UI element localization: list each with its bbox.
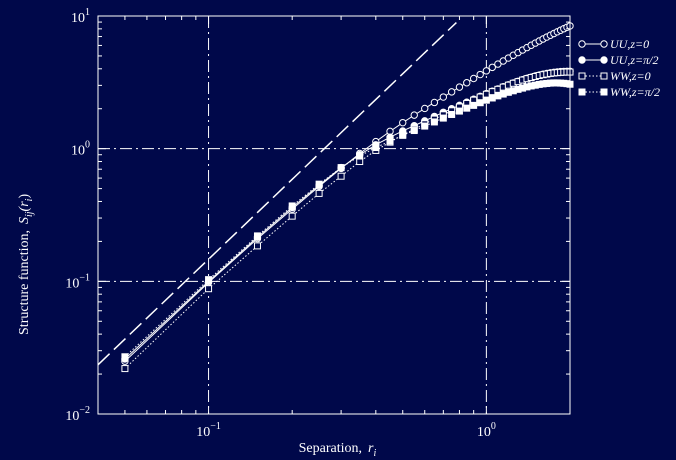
legend-marker-left — [578, 56, 586, 64]
data-point — [399, 118, 407, 127]
data-point — [421, 122, 429, 130]
data-point — [121, 365, 129, 373]
data-point — [337, 172, 345, 180]
legend-label: WW,z=π/2 — [610, 85, 660, 99]
data-point — [372, 144, 380, 152]
data-point — [410, 127, 418, 135]
data-point — [356, 152, 364, 160]
legend-marker-left — [578, 88, 586, 96]
legend-marker-right — [600, 56, 608, 64]
y-axis-label: Structure function, — [17, 230, 32, 335]
data-point — [421, 104, 429, 113]
data-point — [121, 353, 129, 361]
data-point — [315, 189, 323, 197]
legend-item: WW,z=π/2 — [578, 85, 660, 99]
data-point — [488, 88, 496, 96]
data-point — [337, 164, 345, 172]
x-axis-label-variable: ri — [368, 441, 376, 459]
data-point — [482, 96, 490, 104]
data-point — [430, 98, 439, 107]
data-point — [430, 118, 438, 126]
legend: UU,z=0 UU,z=π/2 WW,z=0 WW,z=π/2 — [578, 37, 660, 99]
data-point — [476, 70, 484, 79]
data-point — [494, 60, 502, 68]
data-point — [455, 83, 464, 91]
legend-label: UU,z=0 — [610, 37, 649, 51]
y-tick-label: 10−2 — [65, 405, 90, 424]
x-tick-label: 100 — [477, 421, 496, 440]
reference-dashed-line — [97, 21, 457, 366]
y-tick-label: 101 — [71, 7, 90, 26]
data-point — [476, 99, 484, 107]
data-point — [447, 88, 456, 96]
data-point — [455, 107, 463, 115]
x-tick-label: 10−1 — [196, 421, 221, 440]
data-point — [386, 137, 394, 145]
series-group — [121, 22, 574, 373]
legend-marker-left — [578, 72, 586, 80]
axis-ticks — [97, 15, 571, 415]
legend-marker-right — [600, 72, 608, 80]
data-point — [288, 202, 296, 210]
data-point — [288, 212, 296, 220]
y-axis-label-variable: Sij(ri) — [17, 194, 35, 224]
data-point — [463, 104, 471, 112]
data-point — [205, 276, 213, 284]
grid-lines — [98, 16, 570, 414]
data-point — [482, 90, 490, 98]
reference-line — [97, 21, 457, 366]
legend-label: UU,z=π/2 — [610, 53, 658, 67]
tick-labels: 10−1 100 10−2 10−1 100 101 — [65, 7, 496, 440]
legend-marker-left — [578, 40, 586, 48]
legend-item: WW,z=0 — [578, 69, 651, 83]
x-axis-label-subscript: i — [373, 448, 376, 459]
legend-item: UU,z=π/2 — [578, 53, 658, 67]
data-point — [439, 93, 448, 101]
data-point — [253, 232, 261, 240]
data-point — [399, 131, 407, 139]
legend-marker-right — [600, 88, 608, 96]
data-point — [205, 285, 213, 293]
y-tick-label: 100 — [71, 140, 90, 159]
legend-label: WW,z=0 — [610, 69, 651, 83]
data-point — [482, 67, 491, 75]
data-point — [488, 63, 496, 72]
data-point — [410, 111, 418, 119]
legend-marker-right — [600, 40, 608, 48]
plot-frame — [97, 15, 571, 415]
x-axis-label: Separation, — [299, 441, 362, 456]
y-axis-label-group: Structure function, Sij(ri) — [17, 194, 35, 335]
data-point — [439, 114, 447, 122]
data-point — [470, 101, 478, 109]
data-point — [315, 180, 323, 188]
y-tick-label: 10−1 — [65, 272, 90, 291]
data-point — [463, 79, 471, 87]
data-point — [469, 74, 478, 83]
data-point — [476, 93, 484, 101]
data-point — [488, 94, 496, 102]
legend-item: UU,z=0 — [578, 37, 649, 51]
data-point — [253, 242, 261, 250]
data-point — [448, 110, 456, 118]
